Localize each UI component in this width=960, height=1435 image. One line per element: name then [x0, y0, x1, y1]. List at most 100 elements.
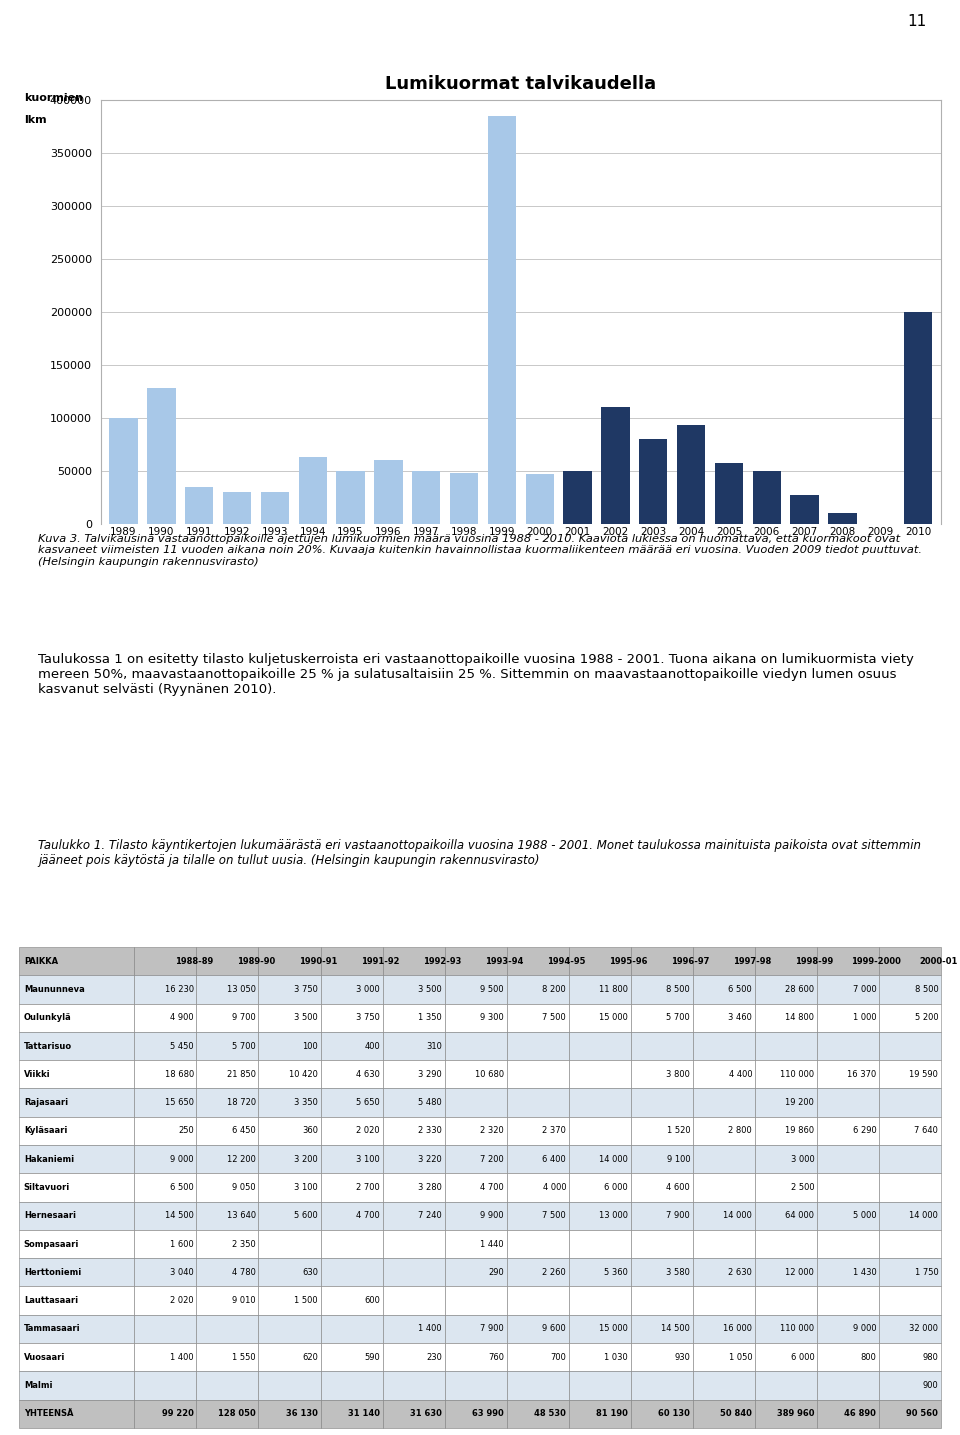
Text: 900: 900 — [923, 1380, 938, 1391]
Bar — [321, 1286, 382, 1314]
Bar — [507, 1372, 568, 1399]
Text: Oulunkylä: Oulunkylä — [24, 1013, 72, 1022]
Text: 50 840: 50 840 — [720, 1409, 753, 1418]
Text: 5 360: 5 360 — [604, 1267, 628, 1277]
Bar — [321, 1343, 382, 1372]
Bar — [755, 1230, 817, 1258]
Bar — [631, 976, 693, 1003]
Text: 2 320: 2 320 — [480, 1126, 504, 1135]
Text: 14 500: 14 500 — [165, 1211, 194, 1220]
Bar — [197, 1060, 258, 1089]
Text: Kyläsaari: Kyläsaari — [24, 1126, 67, 1135]
Bar — [321, 1258, 382, 1286]
Text: 4 600: 4 600 — [666, 1182, 690, 1192]
Bar — [412, 471, 441, 524]
Bar — [19, 1116, 134, 1145]
Text: 19 200: 19 200 — [785, 1098, 814, 1108]
Bar — [444, 947, 507, 976]
Bar — [878, 1145, 941, 1174]
Bar — [755, 1314, 817, 1343]
Text: 2 260: 2 260 — [542, 1267, 566, 1277]
Text: 3 500: 3 500 — [295, 1013, 318, 1022]
Text: 400: 400 — [364, 1042, 380, 1050]
Text: 28 600: 28 600 — [785, 984, 814, 994]
Bar — [19, 1060, 134, 1089]
Text: 6 450: 6 450 — [232, 1126, 256, 1135]
Bar — [790, 495, 819, 524]
Bar — [568, 1372, 631, 1399]
Bar — [817, 1286, 878, 1314]
Bar — [568, 1399, 631, 1428]
Bar — [321, 1230, 382, 1258]
Bar — [568, 1230, 631, 1258]
Bar — [185, 486, 213, 524]
Text: Herttoniemi: Herttoniemi — [24, 1267, 81, 1277]
Bar — [568, 947, 631, 976]
Text: 6 500: 6 500 — [170, 1182, 194, 1192]
Bar — [258, 1060, 321, 1089]
Bar — [258, 1286, 321, 1314]
Bar — [568, 1145, 631, 1174]
Bar — [134, 1314, 197, 1343]
Bar — [197, 1372, 258, 1399]
Text: 3 100: 3 100 — [295, 1182, 318, 1192]
Text: 290: 290 — [489, 1267, 504, 1277]
Bar — [755, 947, 817, 976]
Bar — [878, 1286, 941, 1314]
Bar — [878, 1258, 941, 1286]
Bar — [817, 1089, 878, 1116]
Text: 11 800: 11 800 — [599, 984, 628, 994]
Bar — [631, 1089, 693, 1116]
Bar — [714, 464, 743, 524]
Bar — [321, 1174, 382, 1201]
Bar — [382, 1258, 444, 1286]
Bar — [693, 1116, 755, 1145]
Bar — [444, 1201, 507, 1230]
Text: 14 500: 14 500 — [661, 1325, 690, 1333]
Text: 9 700: 9 700 — [232, 1013, 256, 1022]
Text: 1998-99: 1998-99 — [795, 957, 833, 966]
Bar — [444, 1089, 507, 1116]
Bar — [507, 1032, 568, 1060]
Text: 700: 700 — [550, 1353, 566, 1362]
Bar — [507, 1174, 568, 1201]
Text: 2 350: 2 350 — [232, 1240, 256, 1248]
Bar — [258, 1343, 321, 1372]
Text: 7 500: 7 500 — [542, 1013, 566, 1022]
Text: 1 550: 1 550 — [232, 1353, 256, 1362]
Text: 4 900: 4 900 — [170, 1013, 194, 1022]
Text: 3 460: 3 460 — [729, 1013, 753, 1022]
Text: 1 600: 1 600 — [170, 1240, 194, 1248]
Text: 360: 360 — [302, 1126, 318, 1135]
Bar — [134, 1089, 197, 1116]
Text: 2000-01: 2000-01 — [919, 957, 957, 966]
Bar — [631, 947, 693, 976]
Text: Hernesaari: Hernesaari — [24, 1211, 76, 1220]
Bar — [755, 1032, 817, 1060]
Text: 760: 760 — [488, 1353, 504, 1362]
Bar — [817, 1201, 878, 1230]
Text: 128 050: 128 050 — [218, 1409, 256, 1418]
Bar — [631, 1116, 693, 1145]
Text: 64 000: 64 000 — [785, 1211, 814, 1220]
Bar — [568, 1201, 631, 1230]
Text: 32 000: 32 000 — [909, 1325, 938, 1333]
Bar — [693, 1314, 755, 1343]
Bar — [444, 1286, 507, 1314]
Text: 7 000: 7 000 — [852, 984, 876, 994]
Bar — [631, 1032, 693, 1060]
Text: 2 020: 2 020 — [170, 1296, 194, 1304]
Bar — [817, 1258, 878, 1286]
Text: 230: 230 — [426, 1353, 442, 1362]
Text: 1996-97: 1996-97 — [671, 957, 709, 966]
Bar — [693, 1032, 755, 1060]
Text: 6 000: 6 000 — [605, 1182, 628, 1192]
Bar — [755, 1116, 817, 1145]
Bar — [568, 1258, 631, 1286]
Text: 14 000: 14 000 — [599, 1155, 628, 1164]
Bar — [382, 947, 444, 976]
Bar — [878, 1089, 941, 1116]
Text: 3 580: 3 580 — [666, 1267, 690, 1277]
Text: PAIKKA: PAIKKA — [24, 957, 58, 966]
Text: 2 330: 2 330 — [419, 1126, 442, 1135]
